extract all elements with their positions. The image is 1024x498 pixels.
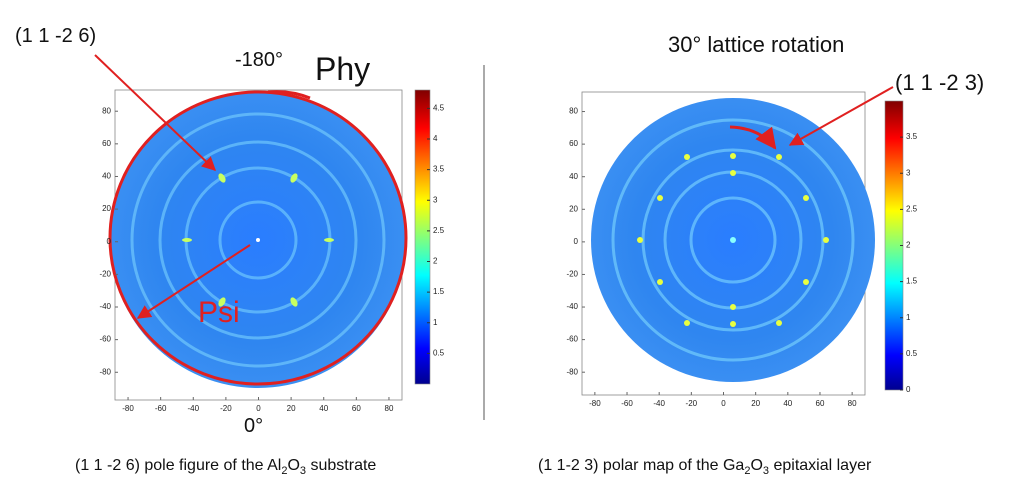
y-tick-label: 40 <box>102 172 111 181</box>
x-tick-label: -40 <box>187 404 199 413</box>
x-tick-label: 20 <box>287 404 296 413</box>
colorbar-tick-label: 0.5 <box>433 348 445 357</box>
caption: (1 1-2 3) polar map of the Ga2O3 epitaxi… <box>538 457 872 477</box>
y-tick-label: 80 <box>569 107 578 116</box>
x-tick-label: 60 <box>816 399 825 408</box>
caption: (1 1 -2 6) pole figure of the Al2O3 subs… <box>75 457 376 477</box>
y-tick-label: 0 <box>574 237 579 246</box>
colorbar-tick-label: 2.5 <box>433 226 445 235</box>
spots <box>637 153 829 327</box>
annotation: (1 1 -2 3) <box>895 70 984 95</box>
y-tick-label: -80 <box>99 367 111 376</box>
y-tick-label: -20 <box>566 270 578 279</box>
y-tick-label: -60 <box>566 335 578 344</box>
caption-text: epitaxial layer <box>769 457 872 474</box>
caption-text: (1 1 -2 6) pole figure of the Al <box>75 457 281 474</box>
y-tick-label: 80 <box>102 106 111 115</box>
annotation: 30° lattice rotation <box>668 32 844 57</box>
colorbar-tick-label: 3.5 <box>433 165 445 174</box>
x-tick-label: -20 <box>686 399 698 408</box>
colorbar-tick-label: 4.5 <box>433 103 445 112</box>
annotation-arrows <box>94 54 894 386</box>
colorbar-tick-label: 3.5 <box>906 132 918 141</box>
pole-figure-right <box>581 91 904 396</box>
colorbar-tick-label: 1.5 <box>906 277 918 286</box>
caption-text: (1 1-2 3) polar map of the Ga <box>538 457 744 474</box>
x-tick-label: -80 <box>589 399 601 408</box>
x-tick-label: 80 <box>848 399 857 408</box>
x-tick-label: -20 <box>220 404 232 413</box>
x-tick-label: 0 <box>721 399 726 408</box>
subscript: 2 <box>744 465 750 477</box>
colorbar-tick-label: 2 <box>906 241 911 250</box>
spots <box>182 173 334 307</box>
caption-text: O <box>287 457 299 474</box>
x-tick-label: 40 <box>783 399 792 408</box>
x-tick-label: 60 <box>352 404 361 413</box>
colorbar-tick-label: 2 <box>433 257 438 266</box>
x-tick-label: -60 <box>155 404 167 413</box>
y-tick-label: 40 <box>569 172 578 181</box>
x-tick-label: -80 <box>122 404 134 413</box>
colorbar-tick-label: 2.5 <box>906 204 918 213</box>
y-tick-label: -80 <box>566 367 578 376</box>
annotation: Psi <box>198 296 240 329</box>
pole-figure-left <box>110 89 431 401</box>
y-tick-label: -60 <box>99 335 111 344</box>
y-tick-label: -20 <box>99 269 111 278</box>
y-tick-label: -40 <box>99 302 111 311</box>
colorbar-tick-label: 0.5 <box>906 349 918 358</box>
y-tick-label: 60 <box>102 139 111 148</box>
subscript: 3 <box>300 465 306 477</box>
colorbar-tick-label: 4 <box>433 134 438 143</box>
y-tick-label: 20 <box>102 204 111 213</box>
colorbar-tick-label: 1 <box>433 318 438 327</box>
colorbar-tick-label: 0 <box>906 385 911 394</box>
y-tick-label: 20 <box>569 204 578 213</box>
x-tick-label: 0 <box>256 404 261 413</box>
y-tick-label: 60 <box>569 139 578 148</box>
y-tick-label: -40 <box>566 302 578 311</box>
x-tick-label: 20 <box>751 399 760 408</box>
x-tick-label: 80 <box>385 404 394 413</box>
colorbar-tick-label: 1.5 <box>433 287 445 296</box>
x-tick-label: -60 <box>621 399 633 408</box>
caption-text: O <box>750 457 762 474</box>
x-tick-label: 40 <box>319 404 328 413</box>
y-tick-label: 0 <box>107 237 112 246</box>
annotation: -180° <box>235 49 283 71</box>
annotation: Phy <box>315 51 370 87</box>
annotation: (1 1 -2 6) <box>15 25 96 47</box>
colorbar-tick-label: 3 <box>433 195 438 204</box>
x-tick-label: -40 <box>653 399 665 408</box>
colorbar-tick-label: 3 <box>906 168 911 177</box>
caption-text: substrate <box>306 457 376 474</box>
colorbar <box>414 89 431 385</box>
annotation: 0° <box>244 415 263 437</box>
subscript: 3 <box>763 465 769 477</box>
subscript: 2 <box>281 465 287 477</box>
colorbar-tick-label: 1 <box>906 313 911 322</box>
